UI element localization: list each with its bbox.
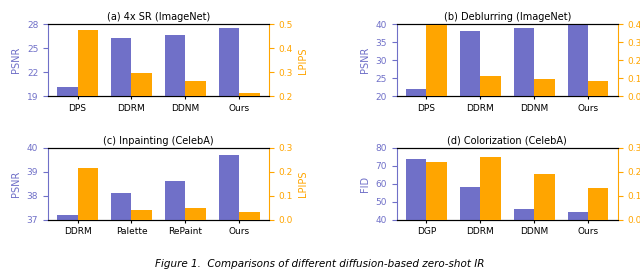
- Bar: [534, 79, 555, 96]
- Y-axis label: PSNR: PSNR: [360, 47, 370, 73]
- Bar: [77, 30, 98, 144]
- Bar: [131, 210, 152, 220]
- Bar: [406, 89, 426, 168]
- Bar: [568, 25, 588, 168]
- Bar: [480, 157, 500, 220]
- Title: (a) 4x SR (ImageNet): (a) 4x SR (ImageNet): [107, 12, 210, 22]
- Bar: [57, 87, 77, 248]
- Bar: [165, 181, 186, 271]
- Bar: [239, 92, 260, 144]
- Bar: [480, 76, 500, 96]
- Bar: [77, 168, 98, 220]
- Bar: [426, 162, 447, 220]
- Y-axis label: LPIPS: LPIPS: [298, 47, 308, 73]
- Bar: [219, 155, 239, 271]
- Bar: [111, 193, 131, 271]
- Bar: [406, 159, 426, 271]
- Y-axis label: LPIPS: LPIPS: [298, 170, 308, 197]
- Bar: [534, 174, 555, 220]
- Bar: [165, 35, 186, 248]
- Bar: [460, 187, 480, 271]
- Bar: [514, 28, 534, 168]
- Bar: [219, 28, 239, 248]
- Y-axis label: FID: FID: [360, 176, 370, 192]
- Bar: [588, 81, 609, 96]
- Bar: [426, 25, 447, 96]
- Bar: [57, 215, 77, 271]
- Y-axis label: PSNR: PSNR: [12, 170, 21, 197]
- Bar: [514, 209, 534, 271]
- Title: (b) Deblurring (ImageNet): (b) Deblurring (ImageNet): [444, 12, 571, 22]
- Bar: [239, 212, 260, 220]
- Title: (c) Inpainting (CelebA): (c) Inpainting (CelebA): [103, 136, 214, 146]
- Y-axis label: PSNR: PSNR: [12, 47, 21, 73]
- Bar: [588, 188, 609, 220]
- Bar: [460, 31, 480, 168]
- Title: (d) Colorization (CelebA): (d) Colorization (CelebA): [447, 136, 567, 146]
- Bar: [186, 208, 206, 220]
- Text: Figure 1.  Comparisons of different diffusion-based zero-shot IR: Figure 1. Comparisons of different diffu…: [156, 259, 484, 269]
- Bar: [131, 73, 152, 144]
- Bar: [186, 80, 206, 144]
- Bar: [111, 38, 131, 248]
- Bar: [568, 212, 588, 271]
